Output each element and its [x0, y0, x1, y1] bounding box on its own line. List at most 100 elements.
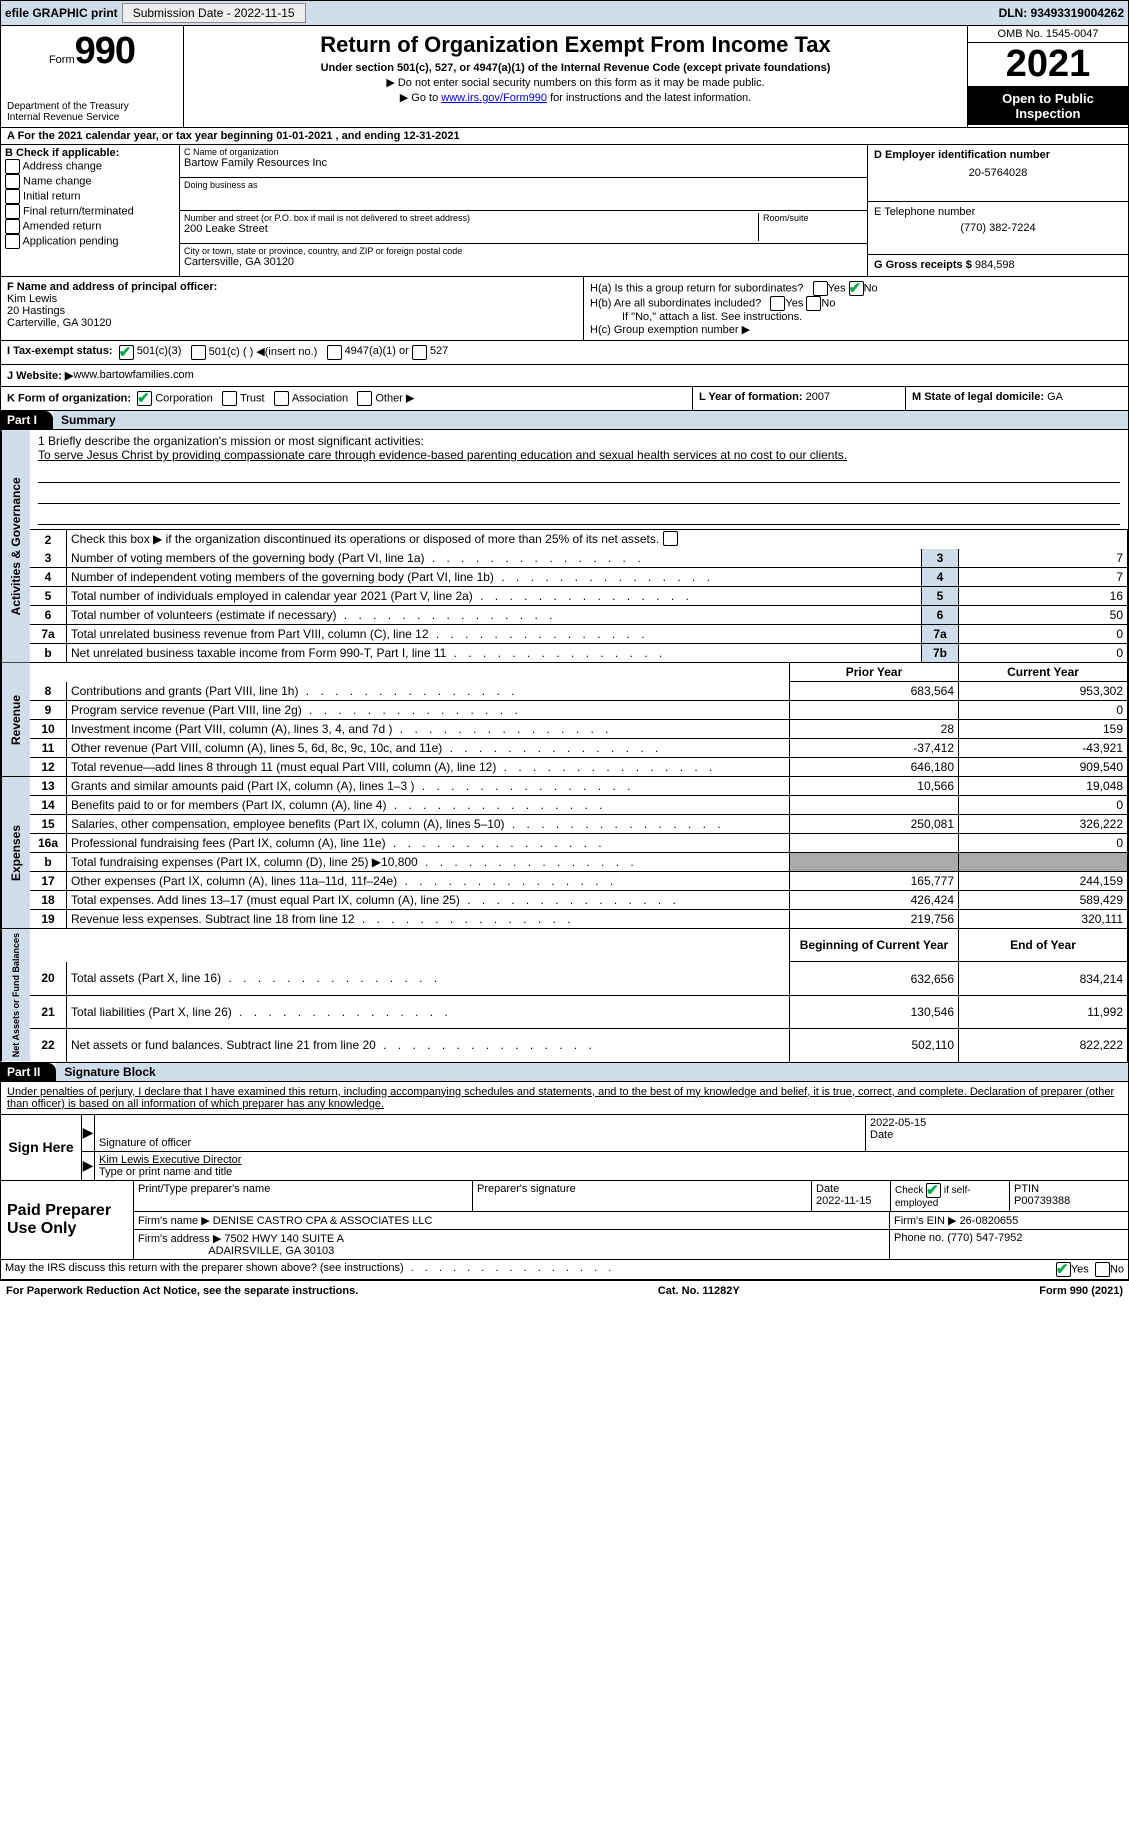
- section-bc: B Check if applicable: Address change Na…: [0, 145, 1129, 277]
- table-row: Other revenue (Part VIII, column (A), li…: [67, 739, 790, 758]
- website: www.bartowfamilies.com: [73, 369, 193, 382]
- d-lbl: D Employer identification number: [874, 149, 1122, 161]
- addr1: 7502 HWY 140 SUITE A: [224, 1233, 344, 1245]
- i-o2: 501(c) ( ) ◀(insert no.): [209, 345, 318, 360]
- row-a: A For the 2021 calendar year, or tax yea…: [0, 128, 1129, 145]
- irs-no-cb[interactable]: [1095, 1262, 1110, 1277]
- table-row: Salaries, other compensation, employee b…: [67, 815, 790, 834]
- b-cb[interactable]: [5, 189, 20, 204]
- street: 200 Leake Street: [184, 223, 758, 235]
- part2-title: Signature Block: [56, 1063, 1128, 1081]
- m-lbl: M State of legal domicile:: [912, 391, 1044, 403]
- k-trust-cb[interactable]: [222, 391, 237, 406]
- table-row: Total revenue—add lines 8 through 11 (mu…: [67, 758, 790, 777]
- k-lbl: K Form of organization:: [7, 392, 131, 404]
- form-header: Form990 Department of the Treasury Inter…: [0, 26, 1129, 128]
- i-o3: 4947(a)(1) or: [345, 345, 409, 360]
- sig-date-lbl: Date: [870, 1129, 1124, 1141]
- prep-h2: Preparer's signature: [473, 1181, 812, 1211]
- yes-lbl2: Yes: [785, 297, 803, 309]
- c-street-lbl: Number and street (or P.O. box if mail i…: [184, 213, 758, 223]
- room-lbl: Room/suite: [763, 213, 863, 223]
- ein-lbl: Firm's EIN ▶: [894, 1215, 957, 1227]
- signed-name: Kim Lewis Executive Director: [99, 1154, 1124, 1166]
- hb-no-cb[interactable]: [806, 296, 821, 311]
- hb-yes-cb[interactable]: [770, 296, 785, 311]
- ha-yes-cb[interactable]: [813, 281, 828, 296]
- no-lbl: No: [864, 282, 878, 294]
- row-fgh: F Name and address of principal officer:…: [0, 277, 1129, 341]
- table-row: Total liabilities (Part X, line 26): [67, 995, 790, 1028]
- vlabel-revenue: Revenue: [1, 663, 30, 776]
- hb-note: If "No," attach a list. See instructions…: [590, 311, 1122, 323]
- i-501c3-cb[interactable]: [119, 345, 134, 360]
- prep-h3: Date: [816, 1183, 886, 1195]
- prep-side: Paid Preparer Use Only: [1, 1181, 134, 1259]
- ft-c: Cat. No. 11282Y: [658, 1285, 740, 1297]
- k-o2: Trust: [240, 392, 265, 404]
- i-lbl: I Tax-exempt status:: [7, 345, 113, 360]
- phone: (770) 547-7952: [947, 1232, 1022, 1244]
- b-cb[interactable]: [5, 204, 20, 219]
- ha: H(a) Is this a group return for subordin…: [590, 282, 803, 294]
- form-number: 990: [75, 30, 135, 72]
- hdr-bcy: Beginning of Current Year: [790, 929, 959, 962]
- i-527-cb[interactable]: [412, 345, 427, 360]
- irs-yes-cb[interactable]: [1056, 1262, 1071, 1277]
- firm-lbl: Firm's name ▶: [138, 1215, 210, 1227]
- part2-hdr: Part II: [1, 1063, 56, 1081]
- k-corp-cb[interactable]: [137, 391, 152, 406]
- vlabel-net: Net Assets or Fund Balances: [1, 929, 30, 1061]
- irs-discuss-row: May the IRS discuss this return with the…: [0, 1260, 1129, 1280]
- b-cb[interactable]: [5, 219, 20, 234]
- table-row: Number of independent voting members of …: [67, 568, 922, 587]
- irs-q: May the IRS discuss this return with the…: [5, 1262, 615, 1277]
- ft-l: For Paperwork Reduction Act Notice, see …: [6, 1285, 358, 1297]
- arrow-icon: ▶: [82, 1115, 94, 1151]
- irs-yes: Yes: [1071, 1263, 1089, 1275]
- form-sub1: Under section 501(c), 527, or 4947(a)(1)…: [194, 62, 957, 74]
- hdr-py: Prior Year: [790, 663, 959, 682]
- table-row: Total unrelated business revenue from Pa…: [67, 625, 922, 644]
- i-501c-cb[interactable]: [191, 345, 206, 360]
- self-emp-cb[interactable]: [926, 1183, 941, 1198]
- dln: DLN: 93493319004262: [999, 6, 1124, 20]
- b-cb[interactable]: [5, 159, 20, 174]
- form-title: Return of Organization Exempt From Incom…: [194, 32, 957, 58]
- part1-hdr: Part I: [1, 411, 53, 429]
- i-4947-cb[interactable]: [327, 345, 342, 360]
- table-row: Total number of volunteers (estimate if …: [67, 606, 922, 625]
- b-hdr: B Check if applicable:: [5, 147, 175, 159]
- efile-label: efile GRAPHIC print: [5, 6, 118, 20]
- hdr-ey: End of Year: [959, 929, 1128, 962]
- phone-lbl: Phone no.: [894, 1232, 944, 1244]
- b-cb[interactable]: [5, 174, 20, 189]
- table-row: Total expenses. Add lines 13–17 (must eq…: [67, 891, 790, 910]
- b-cb[interactable]: [5, 234, 20, 249]
- sub3-pre: ▶ Go to: [400, 92, 441, 104]
- table-row: Net unrelated business taxable income fr…: [67, 644, 922, 663]
- table-row: Program service revenue (Part VIII, line…: [67, 701, 790, 720]
- k-other-cb[interactable]: [357, 391, 372, 406]
- officer-l3: Carterville, GA 30120: [7, 317, 577, 329]
- irs-no: No: [1110, 1263, 1124, 1275]
- submission-date-btn[interactable]: Submission Date - 2022-11-15: [122, 3, 306, 23]
- org-name: Bartow Family Resources Inc: [184, 157, 863, 169]
- l2-cb[interactable]: [663, 531, 678, 546]
- f-lbl: F Name and address of principal officer:: [7, 281, 577, 293]
- sig-of-lbl: Signature of officer: [99, 1137, 861, 1149]
- hc: H(c) Group exemption number ▶: [590, 323, 1122, 336]
- open-inspection: Open to Public Inspection: [968, 87, 1128, 125]
- no-lbl2: No: [821, 297, 835, 309]
- sub3-post: for instructions and the latest informat…: [547, 92, 751, 104]
- l2: Check this box ▶ if the organization dis…: [71, 532, 659, 546]
- prep-h1: Print/Type preparer's name: [134, 1181, 473, 1211]
- table-row: Total fundraising expenses (Part IX, col…: [67, 853, 790, 872]
- irs-link[interactable]: www.irs.gov/Form990: [441, 92, 547, 104]
- i-o4: 527: [430, 345, 448, 360]
- l-lbl: L Year of formation:: [699, 391, 803, 403]
- k-assoc-cb[interactable]: [274, 391, 289, 406]
- ha-no-cb[interactable]: [849, 281, 864, 296]
- table-row: Net assets or fund balances. Subtract li…: [67, 1029, 790, 1062]
- table-row: Investment income (Part VIII, column (A)…: [67, 720, 790, 739]
